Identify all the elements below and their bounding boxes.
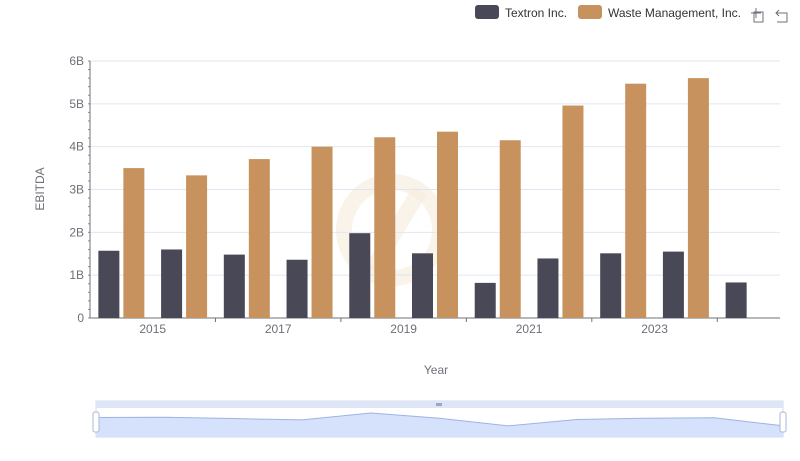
y-tick-label: 0 <box>77 311 84 325</box>
x-tick-label: 2023 <box>641 322 668 336</box>
y-tick-label: 6B <box>69 54 84 68</box>
y-tick-label: 1B <box>69 268 84 282</box>
legend: Textron Inc. Waste Management, Inc. <box>475 5 741 20</box>
bar-textron-2020[interactable] <box>474 282 496 318</box>
bar-textron-2017[interactable] <box>286 259 308 318</box>
data-zoom-grip[interactable] <box>436 403 442 406</box>
bar-waste-management-2020[interactable] <box>499 140 521 318</box>
x-axis-title: Year <box>424 363 448 377</box>
bar-waste-management-2022[interactable] <box>625 83 647 319</box>
data-zoom-left-handle[interactable] <box>92 411 100 433</box>
bar-textron-2024[interactable] <box>725 282 747 318</box>
bar-waste-management-2016[interactable] <box>248 159 270 318</box>
bar-textron-2018[interactable] <box>349 233 371 318</box>
bar-waste-management-2017[interactable] <box>311 146 333 318</box>
bar-waste-management-2018[interactable] <box>374 137 396 318</box>
x-axis: 2015 2017 2019 2021 2023 <box>90 317 780 336</box>
y-tick-label: 3B <box>69 183 84 197</box>
y-tick-label: 5B <box>69 97 84 111</box>
y-axis: 0 1B 2B 3B 4B 5B 6B <box>69 54 91 325</box>
legend-item-0[interactable]: Textron Inc. <box>475 5 567 20</box>
y-tick-label: 2B <box>69 225 84 239</box>
bar-waste-management-2014[interactable] <box>123 168 145 318</box>
bar-textron-2015[interactable] <box>161 249 183 318</box>
x-tick-label: 2019 <box>390 322 417 336</box>
restore-icon[interactable] <box>775 9 788 23</box>
zoom-icon[interactable] <box>751 8 764 23</box>
bar-textron-2016[interactable] <box>223 254 245 318</box>
bar-waste-management-2021[interactable] <box>562 105 584 319</box>
x-tick-label: 2021 <box>516 322 543 336</box>
bar-textron-2021[interactable] <box>537 258 559 318</box>
legend-swatch <box>578 5 602 19</box>
bar-textron-2019[interactable] <box>412 253 433 318</box>
bar-waste-management-2015[interactable] <box>186 175 208 318</box>
x-tick-label: 2017 <box>265 322 292 336</box>
bars <box>98 78 747 319</box>
legend-label: Waste Management, Inc. <box>608 6 741 20</box>
bar-waste-management-2023[interactable] <box>687 78 709 318</box>
legend-item-1[interactable]: Waste Management, Inc. <box>578 5 741 20</box>
legend-label: Textron Inc. <box>505 6 567 20</box>
legend-swatch <box>475 5 499 19</box>
y-tick-label: 4B <box>69 140 84 154</box>
bar-textron-2022[interactable] <box>600 253 622 318</box>
toolbar <box>751 8 788 23</box>
bar-textron-2023[interactable] <box>662 251 684 318</box>
data-zoom-slider[interactable] <box>92 400 787 438</box>
data-zoom-right-handle[interactable] <box>779 411 787 433</box>
data-zoom-line <box>95 412 784 427</box>
bar-waste-management-2019[interactable] <box>437 131 458 318</box>
x-tick-label: 2015 <box>139 322 166 336</box>
y-axis-title: EBITDA <box>33 167 47 210</box>
bar-textron-2014[interactable] <box>98 250 120 318</box>
